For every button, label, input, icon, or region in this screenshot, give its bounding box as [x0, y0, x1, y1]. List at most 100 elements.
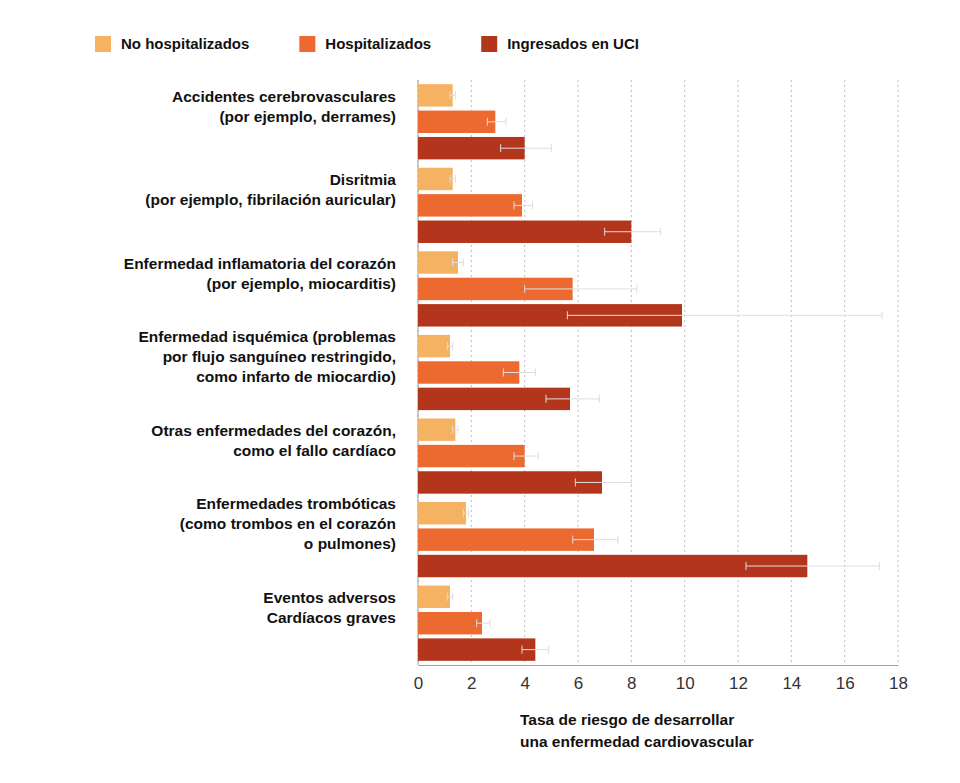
bar [418, 586, 450, 608]
error-cap [599, 395, 600, 403]
error-bar [746, 562, 879, 570]
category-label: Eventos adversosCardíacos graves [263, 589, 396, 626]
error-cap [522, 646, 523, 654]
error-cap [500, 144, 501, 152]
legend: No hospitalizados Hospitalizados Ingresado… [95, 35, 639, 52]
legend-item: Hospitalizados [299, 35, 431, 52]
error-cap [463, 259, 464, 267]
error-cap [452, 593, 453, 601]
error-bar [546, 395, 599, 403]
error-bar [447, 593, 452, 601]
error-cap [506, 118, 507, 126]
bar [418, 471, 602, 493]
error-cap [546, 395, 547, 403]
error-cap [618, 536, 619, 544]
x-axis-title: Tasa de riesgo de desarrollaruna enferme… [520, 711, 753, 750]
error-bar [514, 452, 538, 460]
tick: 2 [467, 665, 476, 693]
error-cap [572, 536, 573, 544]
error-cap [450, 175, 451, 183]
error-line [575, 482, 631, 483]
error-bar [501, 144, 552, 152]
error-cap [503, 369, 504, 377]
chart: 0 2 4 6 8 10 12 14 16 18 Accidentes cerebrovascula… [0, 0, 960, 783]
bar [418, 612, 482, 634]
series [418, 137, 882, 661]
error-cap [452, 259, 453, 267]
tick: 0 [414, 665, 423, 693]
bar [418, 194, 522, 216]
error-line [546, 398, 599, 399]
bar [418, 84, 453, 106]
error-cap [548, 646, 549, 654]
x-axis: 0 2 4 6 8 10 12 14 16 18 [414, 665, 908, 693]
error-bar [463, 509, 468, 517]
bar [418, 221, 631, 243]
error-line [447, 346, 452, 347]
tick-label: 18 [889, 674, 908, 693]
error-cap [631, 478, 632, 486]
error-bar [522, 646, 549, 654]
error-bar [503, 369, 535, 377]
error-bar [575, 478, 631, 486]
error-cap [458, 426, 459, 434]
error-cap [538, 452, 539, 460]
bars [418, 84, 882, 661]
error-cap [455, 91, 456, 99]
error-cap [452, 342, 453, 350]
bar [418, 418, 455, 440]
legend-item: Ingresados en UCI [481, 35, 639, 52]
tick-label: 8 [627, 674, 636, 693]
error-bar [477, 619, 490, 627]
error-cap [455, 175, 456, 183]
tick-label: 14 [782, 674, 801, 693]
grid [418, 80, 898, 665]
bar [418, 335, 450, 357]
bar [418, 502, 466, 524]
bar [418, 528, 594, 550]
tick-label: 6 [574, 674, 583, 693]
legend-swatch [299, 36, 315, 52]
error-line [450, 178, 455, 179]
error-cap [535, 369, 536, 377]
error-bar [450, 91, 455, 99]
tick: 16 [836, 665, 855, 693]
bar [418, 251, 458, 273]
legend-label: Ingresados en UCI [507, 35, 639, 52]
bar [418, 638, 535, 660]
error-cap [450, 91, 451, 99]
error-bar [525, 285, 637, 293]
error-cap [660, 228, 661, 236]
tick: 6 [574, 665, 583, 693]
tick-label: 12 [729, 674, 748, 693]
category-labels: Accidentes cerebrovasculares(por ejemplo… [124, 88, 397, 626]
error-bar [605, 228, 661, 236]
error-line [487, 121, 506, 122]
error-bar [573, 536, 618, 544]
category-label: Disritmia(por ejemplo, fibrilación auric… [145, 171, 396, 208]
legend-item: No hospitalizados [95, 35, 249, 52]
error-cap [447, 593, 448, 601]
category-label: Otras enfermedades del corazón,como el f… [151, 422, 396, 459]
error-cap [524, 285, 525, 293]
plot: 0 2 4 6 8 10 12 14 16 18 [414, 80, 908, 693]
tick-label: 2 [467, 674, 476, 693]
error-line [746, 566, 879, 567]
error-cap [490, 619, 491, 627]
axis-line [419, 665, 899, 666]
error-line [525, 288, 637, 289]
error-bar [487, 118, 506, 126]
error-cap [468, 509, 469, 517]
tick: 4 [520, 665, 529, 693]
tick-label: 0 [414, 674, 423, 693]
error-cap [514, 452, 515, 460]
error-cap [882, 311, 883, 319]
error-line [522, 649, 549, 650]
error-line [463, 513, 468, 514]
legend-label: Hospitalizados [325, 35, 431, 52]
error-bar [447, 342, 452, 350]
bar [418, 445, 525, 467]
error-cap [551, 144, 552, 152]
error-line [450, 95, 455, 96]
tick: 10 [676, 665, 695, 693]
